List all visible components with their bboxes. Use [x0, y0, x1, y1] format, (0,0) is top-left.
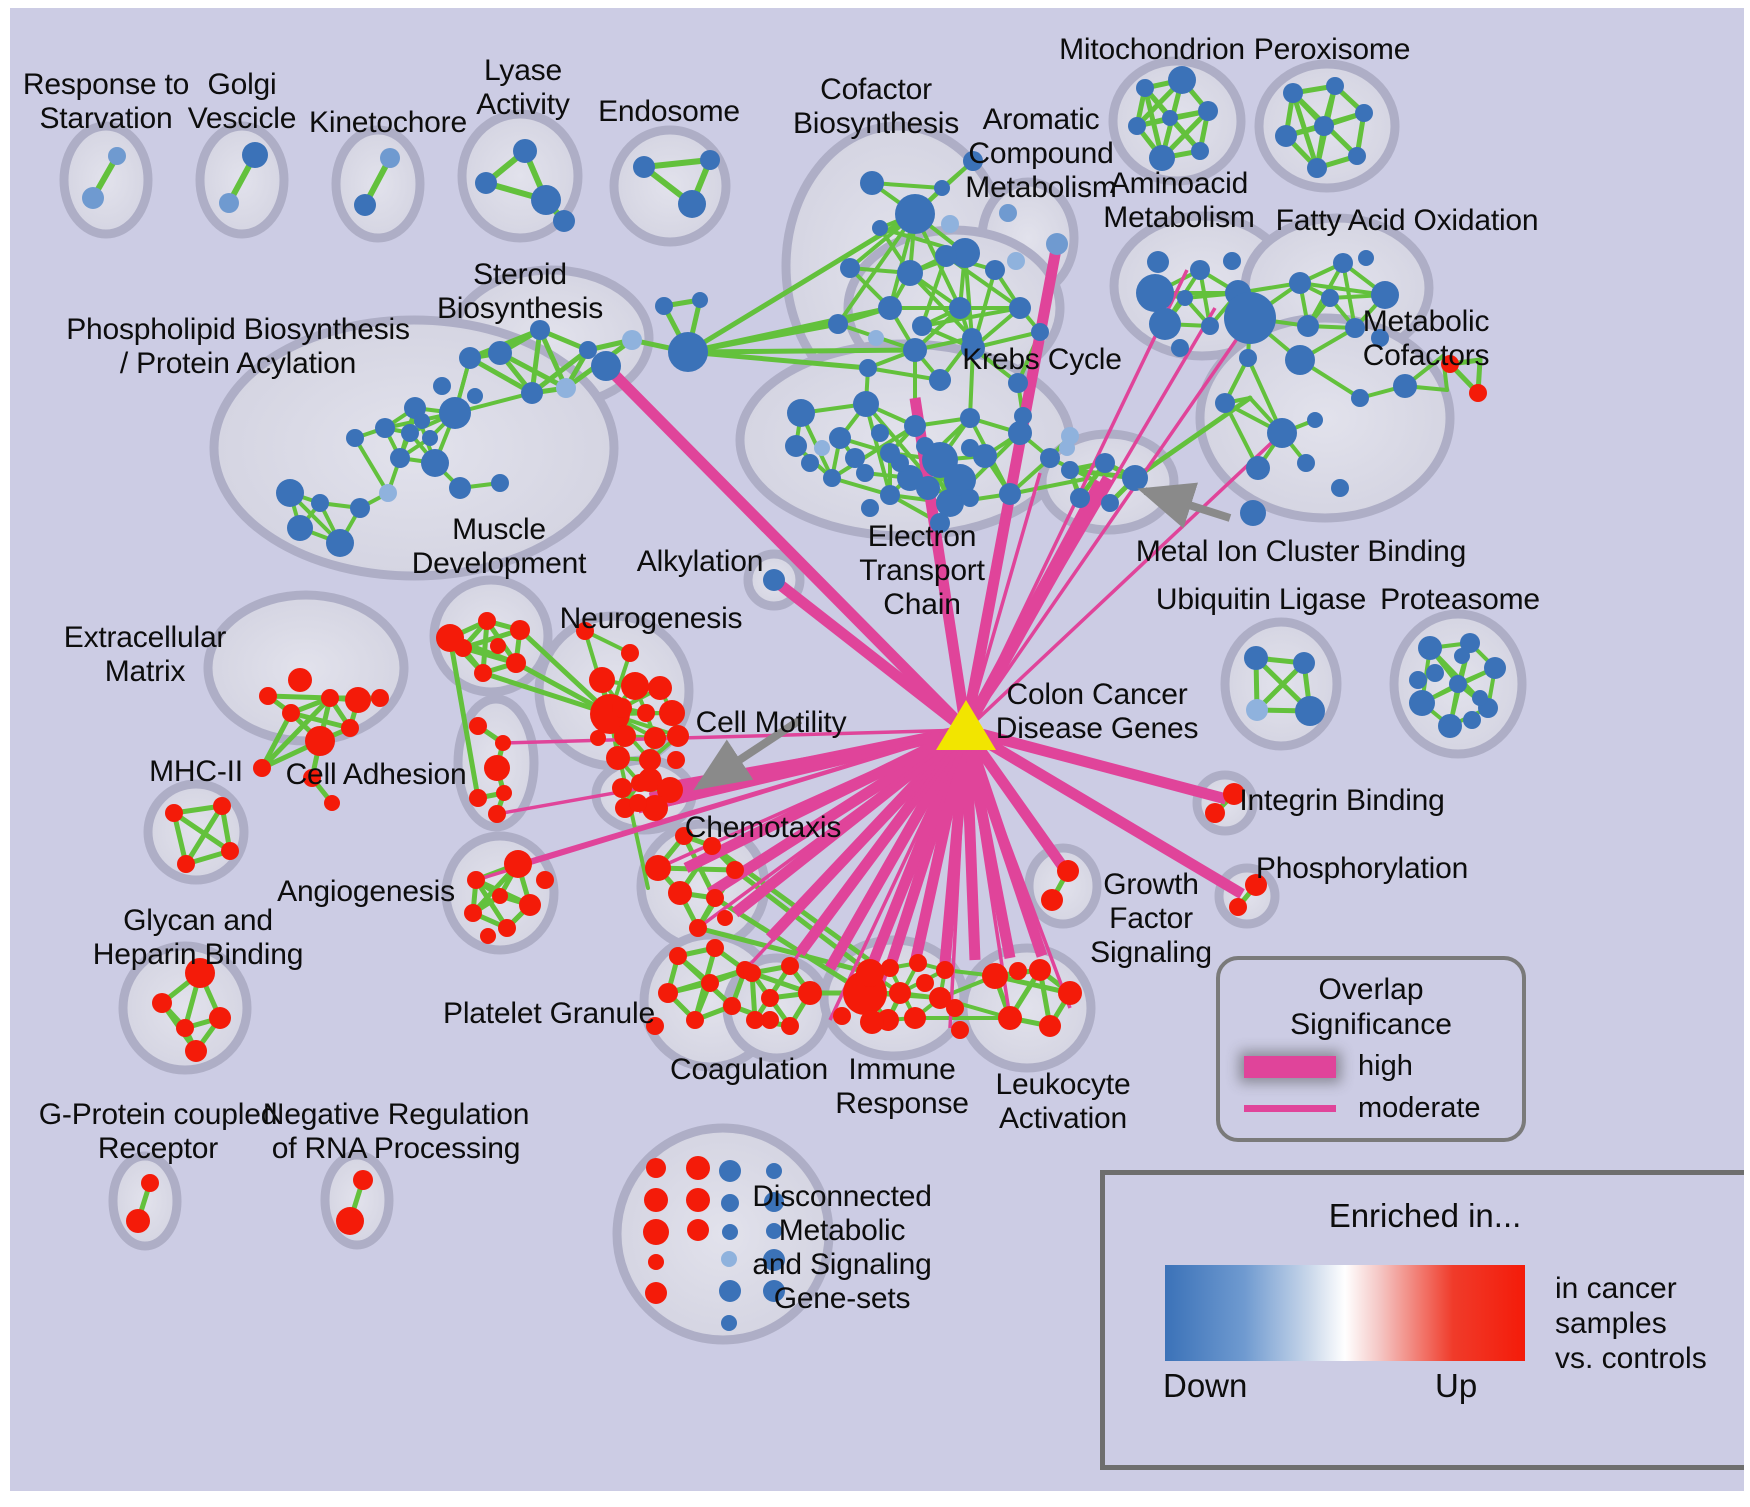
label-cell-motility: Cell Motility: [695, 706, 847, 739]
label-aromatic-compound-metabolism: Aromatic Compound Metabolism: [965, 103, 1117, 204]
label-disconnected-gene-sets: Disconnected Metabolic and Signaling Gen…: [752, 1180, 932, 1315]
annotation-arrows: [693, 482, 1232, 791]
label-phosphorylation: Phosphorylation: [1255, 852, 1469, 885]
label-g-protein-coupled-receptor: G-Protein coupled Receptor: [38, 1098, 278, 1165]
network-graph-svg: [59, 56, 1527, 1345]
label-neurogenesis: Neurogenesis: [559, 602, 743, 635]
legend-label-moderate: moderate: [1358, 1092, 1481, 1124]
arrow-metal-ion-cluster: [1137, 482, 1232, 529]
label-krebs-cycle: Krebs Cycle: [962, 343, 1122, 376]
label-metal-ion-cluster-binding: Metal Ion Cluster Binding: [1135, 535, 1467, 568]
nodes: [82, 66, 1506, 1331]
label-fatty-acid-oxidation: Fatty Acid Oxidation: [1275, 204, 1539, 237]
hub-triangle-icon[interactable]: [936, 700, 996, 750]
label-phospholipid-biosynthesis: Phospholipid Biosynthesis / Protein Acyl…: [66, 313, 410, 380]
legend-enrich-side-text: in cancer samples vs. controls: [1555, 1272, 1707, 1375]
label-steroid-biosynthesis: Steroid Biosynthesis: [436, 258, 604, 325]
label-mitochondrion: Mitochondrion: [1059, 33, 1245, 66]
label-growth-factor-signaling: Growth Factor Signaling: [1090, 868, 1212, 969]
legend-overlap-significance: Overlap Significance high moderate: [1216, 956, 1526, 1142]
nodes-down: [82, 66, 1506, 1331]
label-lyase-activity: Lyase Activity: [476, 54, 570, 121]
label-integrin-binding: Integrin Binding: [1239, 784, 1445, 817]
label-proteasome: Proteasome: [1380, 583, 1540, 616]
legend-enriched-in: Enriched in... Down Up in cancer samples…: [1100, 1170, 1744, 1470]
label-extracellular-matrix: Extracellular Matrix: [63, 621, 227, 688]
legend-overlap-row-high: high: [1244, 1050, 1413, 1083]
legend-overlap-row-moderate: moderate: [1244, 1092, 1481, 1125]
label-aminoacid-metabolism: Aminoacid Metabolism: [1103, 167, 1255, 234]
legend-enrich-low-label: Down: [1163, 1367, 1248, 1404]
legend-enrich-title: Enriched in...: [1328, 1197, 1522, 1234]
label-angiogenesis: Angiogenesis: [277, 875, 455, 908]
legend-swatch-high: [1244, 1055, 1336, 1078]
legend-label-high: high: [1358, 1050, 1413, 1082]
label-coagulation: Coagulation: [670, 1053, 828, 1086]
label-glycan-and-heparin-binding: Glycan and Heparin Binding: [92, 904, 304, 971]
label-negative-regulation-of-rna-processing: Negative Regulation of RNA Processing: [262, 1098, 530, 1165]
label-golgi-vescicle: Golgi Vescicle: [187, 68, 297, 135]
label-ubiquitin-ligase: Ubiquitin Ligase: [1155, 583, 1367, 616]
network-diagram: Response to Starvation Golgi Vescicle Kine…: [10, 8, 1744, 1491]
label-muscle-development: Muscle Development: [411, 513, 587, 580]
halo-mhc-ii: [143, 779, 249, 885]
label-peroxisome: Peroxisome: [1253, 33, 1411, 66]
label-platelet-granule: Platelet Granule: [443, 997, 655, 1030]
label-cell-adhesion: Cell Adhesion: [285, 758, 467, 791]
label-electron-transport-chain: Electron Transport Chain: [859, 520, 985, 621]
arrow-cell-motility: [693, 716, 803, 791]
label-leukocyte-activation: Leukocyte Activation: [995, 1068, 1131, 1135]
label-cofactor-biosynthesis: Cofactor Biosynthesis: [792, 73, 960, 140]
legend-enrich-high-label: Up: [1435, 1367, 1478, 1404]
enrichment-color-gradient: [1165, 1265, 1525, 1361]
legend-swatch-moderate: [1244, 1105, 1336, 1112]
label-alkylation: Alkylation: [636, 545, 764, 578]
label-colon-cancer-disease-genes: Colon Cancer Disease Genes: [995, 678, 1199, 745]
label-immune-response: Immune Response: [835, 1053, 969, 1120]
label-chemotaxis: Chemotaxis: [684, 811, 842, 844]
hub-edges-high: [475, 242, 1284, 1029]
halo-glycan-heparin: [118, 941, 252, 1075]
legend-overlap-title: Overlap Significance: [1290, 973, 1452, 1041]
label-endosome: Endosome: [598, 95, 740, 128]
label-metabolic-cofactors: Metabolic Cofactors: [1362, 305, 1490, 372]
nodes-up: [126, 355, 1487, 1304]
label-kinetochore: Kinetochore: [309, 106, 467, 139]
label-mhc-ii: MHC-II: [149, 755, 243, 788]
label-response-to-starvation: Response to Starvation: [22, 68, 190, 135]
